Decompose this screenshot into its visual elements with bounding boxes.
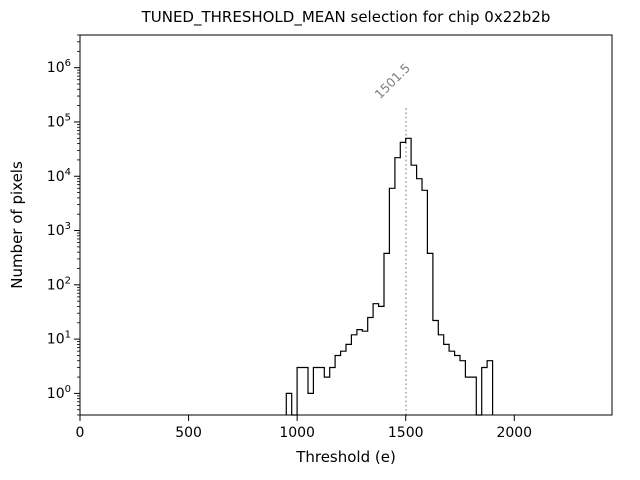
x-axis-label: Threshold (e) — [295, 448, 396, 466]
plot-area — [80, 35, 612, 415]
x-tick-label: 1500 — [388, 425, 424, 441]
y-tick-label: 102 — [47, 275, 71, 293]
y-tick-label: 105 — [47, 112, 71, 130]
histogram-step-line — [285, 137, 494, 416]
x-tick-label: 0 — [76, 425, 85, 441]
y-tick-label: 104 — [47, 167, 71, 185]
x-tick-label: 2000 — [496, 425, 532, 441]
y-tick-label: 101 — [47, 330, 71, 348]
y-tick-label: 100 — [47, 384, 71, 402]
y-tick-label: 103 — [47, 221, 71, 239]
x-tick-label: 1000 — [279, 425, 315, 441]
axes-frame — [79, 34, 613, 416]
chart-title: TUNED_THRESHOLD_MEAN selection for chip … — [141, 8, 551, 27]
x-tick-label: 500 — [175, 425, 202, 441]
y-axis-label: Number of pixels — [8, 161, 26, 289]
y-tick-label: 106 — [47, 58, 71, 76]
